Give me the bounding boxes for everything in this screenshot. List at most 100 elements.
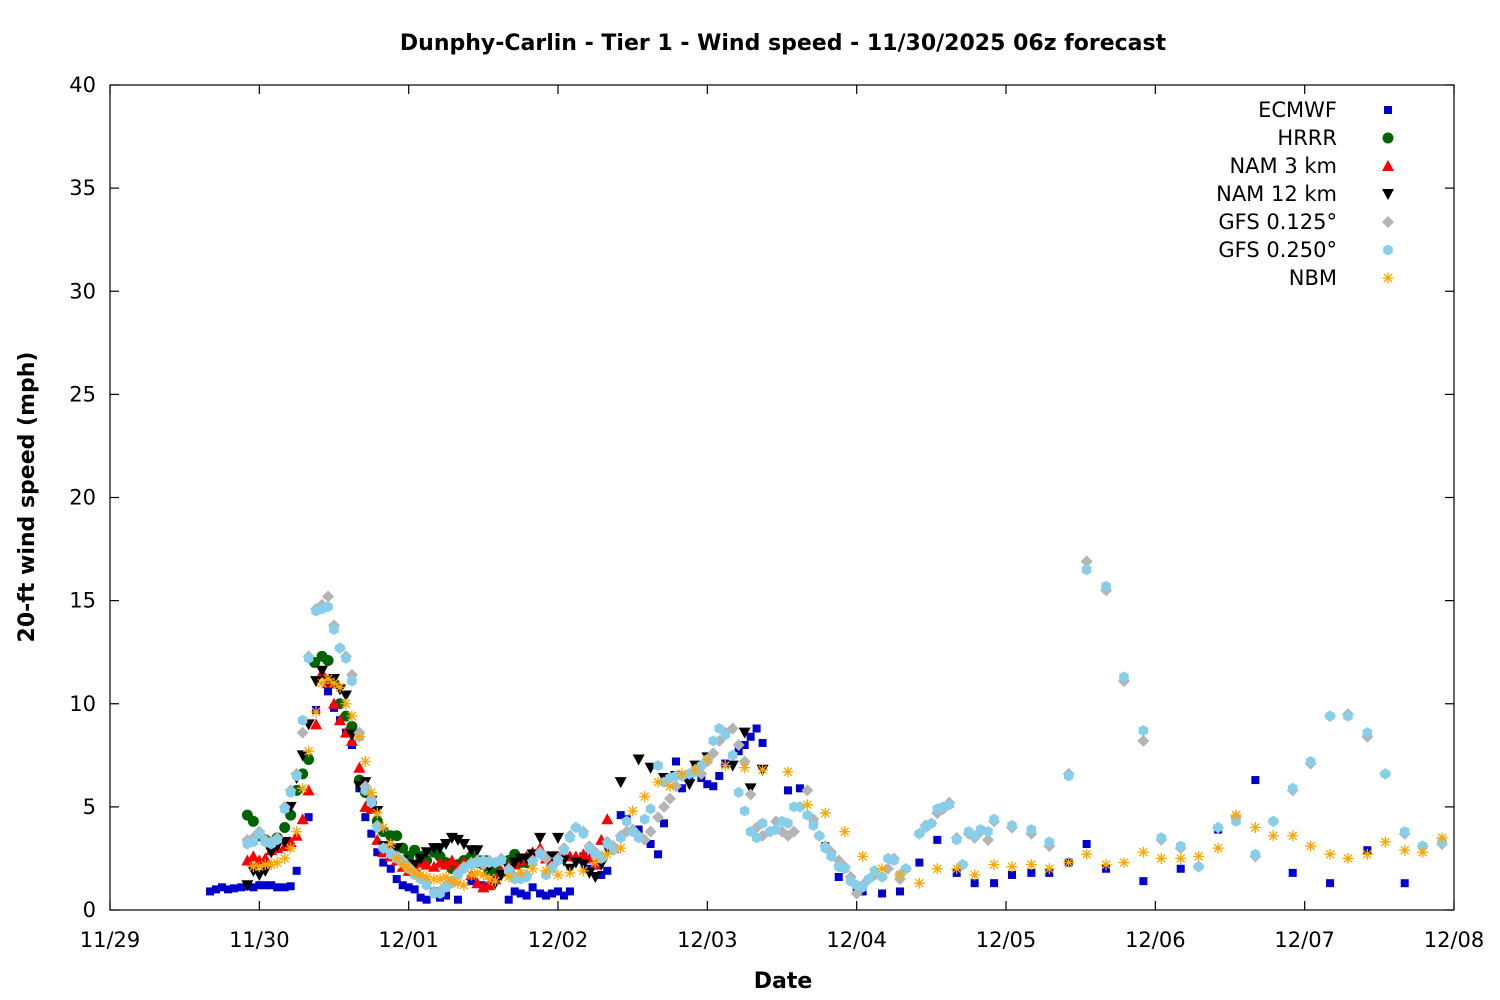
- gfs-0-250-point: [1044, 836, 1055, 848]
- y-axis: 0 5 10 15 20 25 30 35 40: [69, 73, 1454, 922]
- nbm-point: [1249, 822, 1261, 833]
- gfs-0-250-point: [733, 786, 744, 798]
- nbm-point: [1361, 848, 1373, 860]
- ecmwf-point: [758, 738, 767, 747]
- ecmwf-point: [990, 879, 999, 888]
- ecmwf-point: [1027, 868, 1036, 877]
- nam-12-km-point: [408, 859, 421, 871]
- nam-12-km-point: [253, 869, 266, 881]
- nbm-point: [1063, 857, 1075, 869]
- gfs-0-250-point: [771, 824, 781, 836]
- gfs-0-250-point: [639, 813, 650, 825]
- legend: ECMWF HRRR NAM 3 km NAM 12 km GFS 0.125° GFS …: [1216, 98, 1394, 290]
- nbm-point: [801, 799, 813, 811]
- hrrr-point: [303, 753, 315, 765]
- gfs-0-250-point: [1362, 727, 1373, 739]
- nbm-point: [353, 731, 365, 743]
- ecmwf-point: [1251, 776, 1260, 785]
- nam-12-km-point: [316, 665, 329, 677]
- nbm-point: [1417, 846, 1429, 858]
- ecmwf-point: [915, 858, 924, 867]
- nam-12-km-point: [471, 845, 484, 857]
- ecmwf-point: [522, 891, 531, 900]
- nbm-point: [1100, 859, 1112, 871]
- gfs-0-250-point: [360, 784, 371, 796]
- gfs-0-125-point: [732, 739, 745, 751]
- nam-12-km-point: [390, 843, 403, 855]
- ecmwf-point: [223, 885, 232, 894]
- gfs-0-250-point: [877, 871, 887, 883]
- gfs-0-125-point: [982, 833, 995, 846]
- nam-12-km-point: [589, 872, 602, 883]
- nbm-point: [253, 861, 265, 873]
- nam-12-km-point: [520, 853, 533, 865]
- plot-area-frame: [109, 84, 1455, 911]
- nam-12-km-point: [265, 847, 278, 859]
- nbm-point: [969, 869, 981, 881]
- gfs-0-250-point: [808, 819, 819, 831]
- gfs-0-250-point: [757, 817, 768, 829]
- nam-12-km-point: [339, 690, 352, 702]
- nbm-point: [988, 859, 1000, 871]
- nbm-point: [1025, 859, 1037, 871]
- nbm-point: [1287, 830, 1299, 842]
- nbm-point: [894, 869, 906, 881]
- nbm-point: [876, 863, 888, 875]
- nbm-point: [639, 791, 651, 803]
- gfs-0-250-point: [863, 873, 874, 885]
- legend-label: GFS 0.125°: [1218, 210, 1337, 234]
- nbm-point: [385, 838, 397, 850]
- ecmwf-point: [1288, 868, 1297, 877]
- gfs-0-250-point: [459, 863, 469, 875]
- gfs-0-250-point: [633, 832, 644, 844]
- nbm-point: [819, 807, 831, 819]
- nam-3-km-point: [302, 784, 315, 796]
- gfs-0-250-point: [1325, 710, 1335, 722]
- gfs-0-125-point: [644, 825, 657, 838]
- gfs-0-125-point: [726, 722, 739, 735]
- nbm-point: [527, 863, 539, 875]
- nbm-point: [440, 871, 452, 883]
- x-tick-label: 12/05: [976, 928, 1037, 952]
- nbm-point: [310, 706, 322, 718]
- gfs-0-250-point: [303, 652, 314, 664]
- nam-12-km-point: [577, 859, 590, 871]
- gfs-0-250-point: [653, 760, 663, 772]
- x-tick-label: 12/08: [1424, 928, 1485, 952]
- gfs-0-250-point: [969, 830, 980, 842]
- gfs-0-250-point: [553, 855, 563, 866]
- nbm-point: [564, 867, 576, 879]
- nbm-point: [340, 698, 352, 710]
- gfs-0-250-point: [926, 817, 937, 829]
- ecmwf-point: [267, 881, 276, 890]
- nbm-point: [1436, 832, 1448, 844]
- legend-marker: [1382, 160, 1394, 171]
- gfs-0-250-point: [565, 832, 575, 844]
- ecmwf-point: [1139, 877, 1148, 886]
- nbm-point: [913, 877, 925, 889]
- nam-3-km-point: [310, 718, 323, 730]
- gfs-0-250-point: [1156, 832, 1167, 844]
- gfs-0-250-point: [914, 828, 925, 840]
- x-tick-label: 12/06: [1125, 928, 1186, 952]
- ecmwf-point: [229, 884, 238, 893]
- ecmwf-point: [386, 864, 395, 873]
- nam-3-km-point: [333, 714, 346, 726]
- ecmwf-point: [286, 882, 295, 891]
- nbm-point: [1118, 857, 1130, 869]
- nbm-point: [1342, 852, 1354, 864]
- gfs-0-250-point: [535, 848, 545, 860]
- nbm-point: [951, 863, 963, 875]
- nam-3-km-point: [471, 877, 484, 889]
- ecmwf-point: [392, 875, 401, 884]
- gfs-0-250-point: [578, 828, 589, 840]
- nbm-point: [465, 869, 477, 881]
- legend-marker: [1382, 189, 1394, 200]
- nam-3-km-point: [296, 813, 309, 825]
- nam-3-km-point: [440, 858, 452, 870]
- nbm-point: [1081, 848, 1093, 860]
- x-tick-label: 11/29: [80, 928, 141, 952]
- gfs-0-250-point: [1064, 770, 1074, 782]
- ecmwf-point: [542, 891, 551, 900]
- nbm-point: [409, 867, 421, 879]
